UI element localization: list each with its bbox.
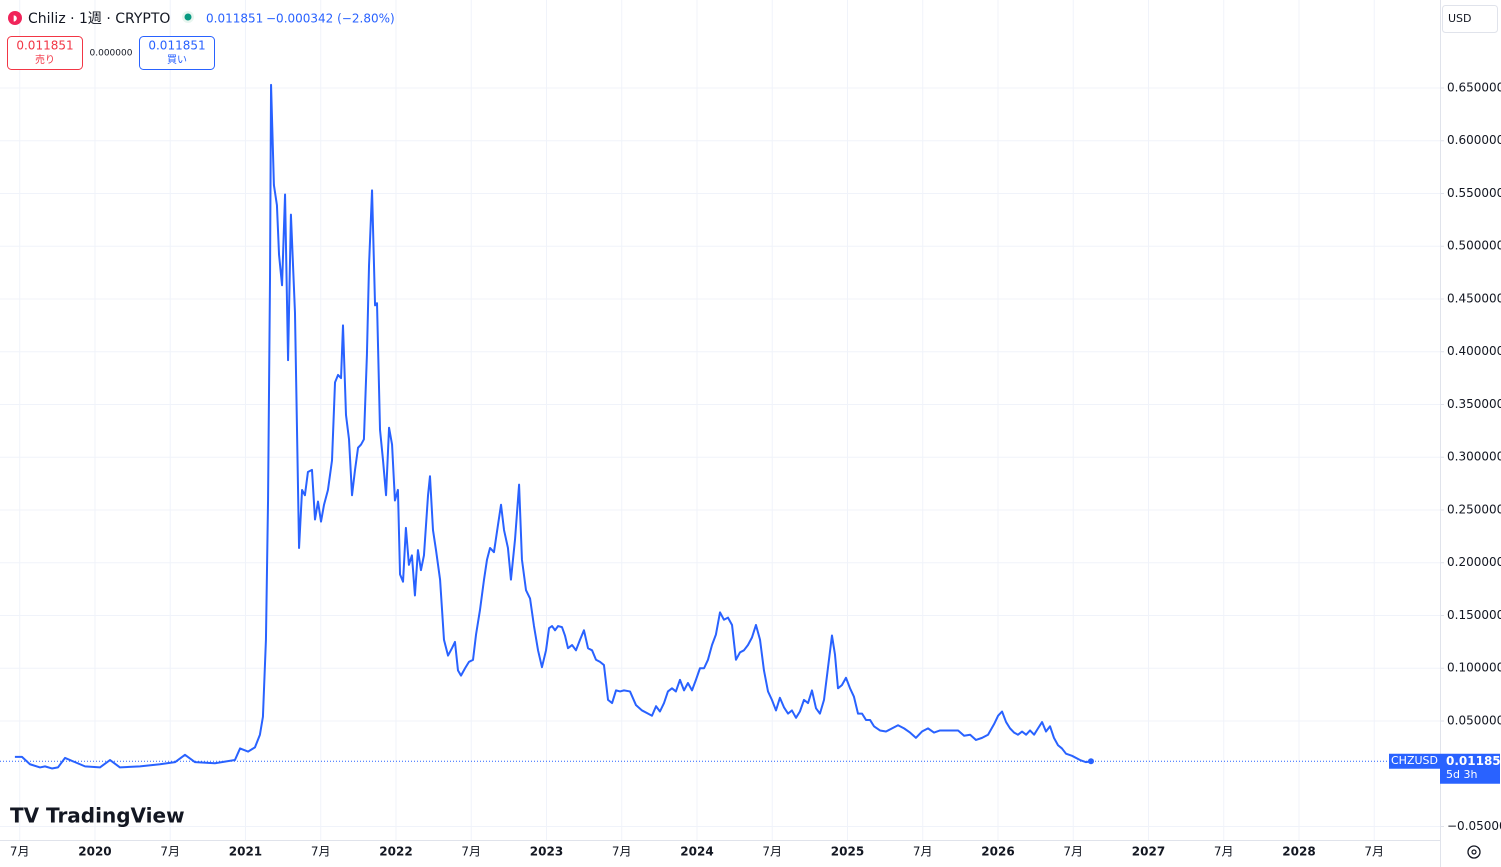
x-tick-label: 2023 [530, 845, 563, 859]
header-price: 0.011851 [206, 12, 263, 26]
brand-logo: 𝗧𝗩 [10, 804, 40, 828]
y-tick-label: 0.150000 [1447, 608, 1501, 622]
price-tag [1440, 753, 1500, 784]
y-tick-label: 0.300000 [1447, 450, 1501, 464]
settings-button[interactable] [1467, 845, 1481, 859]
y-tick-label: 0.500000 [1447, 239, 1501, 253]
symbol-icon [8, 11, 22, 25]
buy-label: 買い [167, 54, 187, 66]
axes: −0.050000 0.050000 0.100000 0.150000 0.20000… [10, 80, 1501, 858]
header-change: −0.000342 (−2.80%) [266, 12, 395, 26]
x-tick-label: 2028 [1282, 845, 1315, 859]
series-name: CHZUSD [1391, 754, 1438, 767]
x-tick-label: 7月 [612, 845, 632, 859]
brand[interactable]: TradingView [46, 804, 185, 828]
settings-icon-center [1471, 849, 1477, 855]
x-tick-label: 7月 [1364, 845, 1384, 859]
y-tick-label: 0.600000 [1447, 133, 1501, 147]
x-tick-label: 7月 [10, 845, 30, 859]
y-tick-label: 0.650000 [1447, 80, 1501, 94]
price-line [14, 83, 1092, 770]
x-tick-label: 7月 [311, 845, 331, 859]
x-tick-label: 2022 [379, 845, 412, 859]
y-tick-label: 0.250000 [1447, 502, 1501, 516]
y-tick-label: 0.100000 [1447, 661, 1501, 675]
buy-price: 0.011851 [148, 39, 205, 53]
series-name-tag [1389, 753, 1440, 769]
sell-label: 売り [35, 53, 55, 66]
x-tick-label: 2024 [680, 845, 713, 859]
y-tick-label: 0.200000 [1447, 555, 1501, 569]
x-tick-label: 7月 [1214, 845, 1234, 859]
currency: USD [1448, 12, 1472, 25]
x-tick-label: 2020 [78, 845, 111, 859]
sell-price: 0.011851 [16, 39, 73, 53]
spread: 0.000000 [90, 49, 133, 59]
market-status[interactable] [184, 13, 192, 21]
last-point [1087, 758, 1094, 765]
x-tick-label: 2026 [981, 845, 1014, 859]
y-tick-label: 0.450000 [1447, 291, 1501, 305]
symbol-title[interactable]: Chiliz · 1週 · CRYPTO [28, 11, 170, 27]
currency-button[interactable] [1442, 5, 1498, 33]
x-tick-label: 2021 [229, 845, 262, 859]
y-tick-label: −0.050000 [1447, 819, 1501, 833]
y-tick-label: 0.350000 [1447, 397, 1501, 411]
price-tag-value: 0.011851 [1446, 754, 1501, 768]
x-tick-label: 7月 [762, 845, 782, 859]
y-tick-label: 0.550000 [1447, 186, 1501, 200]
grid [0, 0, 1440, 840]
x-tick-label: 2025 [831, 845, 864, 859]
x-tick-label: 2027 [1132, 845, 1165, 859]
sell-button[interactable] [7, 36, 83, 70]
symbol-icon-glyph: ◗ [13, 14, 17, 23]
x-tick-label: 7月 [160, 845, 180, 859]
x-tick-label: 7月 [461, 845, 481, 859]
x-tick-label: 7月 [1063, 845, 1083, 859]
buy-button[interactable] [139, 36, 215, 70]
plot [0, 83, 1440, 770]
y-tick-label: 0.400000 [1447, 344, 1501, 358]
y-tick-label: 0.050000 [1447, 713, 1501, 727]
x-tick-label: 7月 [913, 845, 933, 859]
price-tag-countdown: 5d 3h [1446, 768, 1477, 781]
